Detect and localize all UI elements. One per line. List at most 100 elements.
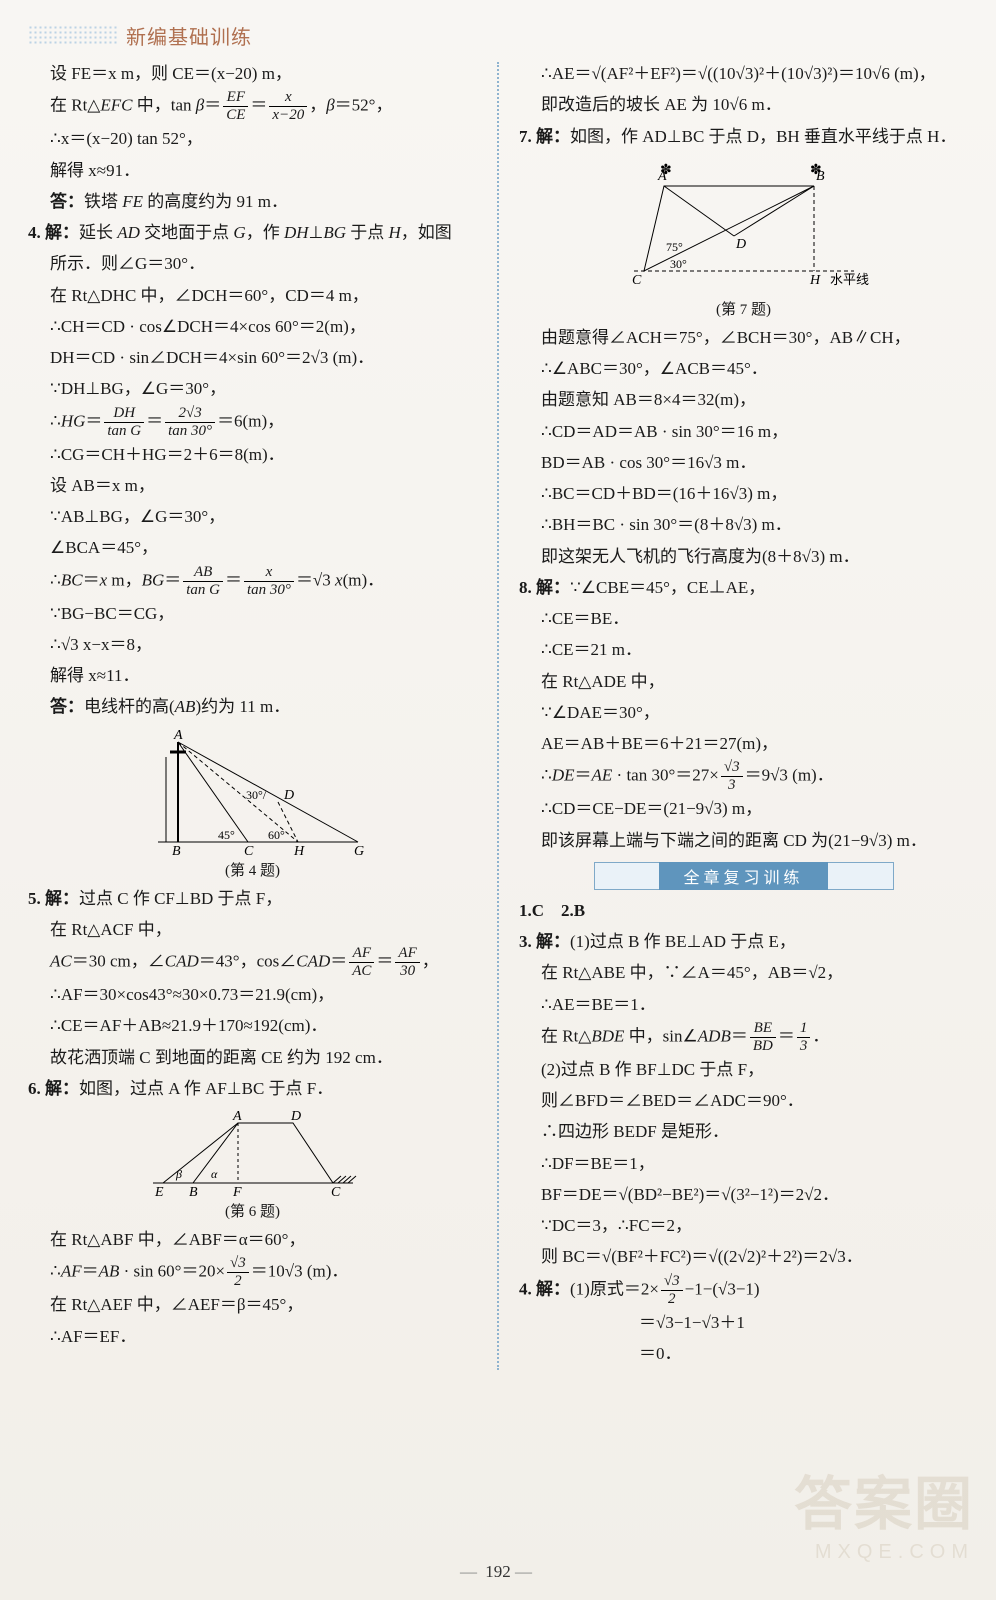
columns: 设 FE＝x m，则 CE＝(x−20) m， 在 Rt△EFC 中，tan β…: [28, 58, 968, 1370]
svg-text:D: D: [735, 237, 746, 252]
text-line: 在 Rt△BDE 中，sin∠ADB＝BEBD＝13．: [519, 1021, 968, 1054]
svg-text:D: D: [283, 788, 294, 803]
text-line: ∴CG＝CH＋HG＝2＋6＝8(m)．: [28, 440, 477, 470]
text-line: 故花洒顶端 C 到地面的距离 CE 约为 192 cm．: [28, 1043, 477, 1073]
svg-text:H: H: [809, 273, 821, 288]
svg-text:✽: ✽: [660, 163, 672, 178]
svg-text:C: C: [244, 844, 254, 857]
svg-text:α: α: [211, 1167, 218, 1181]
book-title: 新编基础训练: [126, 21, 252, 50]
text-line: 则 BC＝√(BF²＋FC²)＝√((2√2)²＋2²)＝2√3．: [519, 1242, 968, 1272]
svg-text:F: F: [232, 1185, 242, 1198]
watermark: 答案圈 MXQE.COM: [794, 1457, 974, 1564]
svg-text:30°/: 30°/: [246, 788, 267, 802]
text-line: 由题意知 AB＝8×4＝32(m)，: [519, 385, 968, 415]
page-number: — 192 —: [0, 1562, 996, 1582]
figure-caption: (第 7 题): [716, 298, 771, 319]
text-line: ∵BG−BC＝CG，: [28, 599, 477, 629]
text-line: 设 FE＝x m，则 CE＝(x−20) m，: [28, 59, 477, 89]
text-line: 在 Rt△DHC 中，∠DCH＝60°，CD＝4 m，: [28, 281, 477, 311]
text-line: ∴x＝(x−20) tan 52°，: [28, 124, 477, 154]
q6-head: 6. 解：如图，过点 A 作 AF⊥BC 于点 F．: [28, 1074, 477, 1104]
svg-text:E: E: [154, 1185, 164, 1198]
column-divider: [497, 62, 499, 1370]
text-line: 即改造后的坡长 AE 为 10√6 m．: [519, 90, 968, 120]
text-line: ∴CD＝AD＝AB · sin 30°＝16 m，: [519, 417, 968, 447]
text-line: ∴BH＝BC · sin 30°＝(8＋8√3) m．: [519, 510, 968, 540]
text-line: 所示．则∠G＝30°．: [28, 249, 477, 279]
text-line: AE＝AB＋BE＝6＋21＝27(m)，: [519, 729, 968, 759]
svg-text:60°: 60°: [268, 828, 285, 842]
text-line: 由题意得∠ACH＝75°，∠BCH＝30°，AB∥CH，: [519, 323, 968, 353]
page: 新编基础训练 设 FE＝x m，则 CE＝(x−20) m， 在 Rt△EFC …: [0, 0, 996, 1600]
text-line: ∴CE＝21 m．: [519, 635, 968, 665]
text-line: 设 AB＝x m，: [28, 471, 477, 501]
text-line: 则∠BFD＝∠BED＝∠ADC＝90°．: [519, 1086, 968, 1116]
text-line: 在 Rt△EFC 中，tan β＝EFCE＝xx−20，β＝52°，: [28, 90, 477, 123]
right-column: ∴AE＝√(AF²＋EF²)＝√((10√3)²＋(10√3)²)＝10√6 (…: [519, 58, 968, 1370]
figure-caption: (第 4 题): [225, 859, 280, 880]
text-line: ∴AF＝30×cos43°≈30×0.73＝21.9(cm)，: [28, 980, 477, 1010]
svg-text:H: H: [293, 844, 305, 857]
section-title: 全章复习训练: [659, 862, 827, 890]
text-line: 答：电线杆的高(AB)约为 11 m．: [28, 692, 477, 722]
q4-diagram: A B C H G D 30°/ 45° 60°: [128, 727, 378, 857]
q8-head: 8. 解：∵∠CBE＝45°，CE⊥AE，: [519, 573, 968, 603]
text-line: ∴AE＝BE＝1．: [519, 990, 968, 1020]
text-line: 答：铁塔 FE 的高度约为 91 m．: [28, 187, 477, 217]
text-line: 即该屏幕上端与下端之间的距离 CD 为(21−9√3) m．: [519, 826, 968, 856]
header-ornament: [28, 25, 118, 45]
svg-text:β: β: [175, 1167, 182, 1181]
text-line: ∴BC＝x m，BG＝ABtan G＝xtan 30°＝√3 x(m)．: [28, 565, 477, 598]
text-line: ∴CD＝CE−DE＝(21−9√3) m，: [519, 794, 968, 824]
text-line: ∴AF＝EF．: [28, 1322, 477, 1352]
text-line: ∴DE＝AE · tan 30°＝27×√33＝9√3 (m)．: [519, 760, 968, 793]
q4b-head: 4. 解：(1)原式＝2×√32−1−(√3−1): [519, 1274, 968, 1307]
text-line: 在 Rt△ACF 中，: [28, 915, 477, 945]
text-line: ∴BC＝CD＋BD＝(16＋16√3) m，: [519, 479, 968, 509]
text-line: ∵AB⊥BG，∠G＝30°，: [28, 502, 477, 532]
text-line: ∴∠ABC＝30°，∠ACB＝45°．: [519, 354, 968, 384]
svg-text:75°: 75°: [666, 240, 683, 254]
text-line: 解得 x≈11．: [28, 661, 477, 691]
text-line: ＝0．: [519, 1339, 968, 1369]
text-line: (2)过点 B 作 BF⊥DC 于点 F，: [519, 1055, 968, 1085]
svg-text:30°: 30°: [670, 257, 687, 271]
svg-text:A: A: [173, 728, 183, 743]
text-line: ∴CE＝BE．: [519, 604, 968, 634]
text-line: 即这架无人飞机的飞行高度为(8＋8√3) m．: [519, 542, 968, 572]
page-header: 新编基础训练: [28, 18, 968, 52]
q7-head: 7. 解：如图，作 AD⊥BC 于点 D，BH 垂直水平线于点 H．: [519, 122, 968, 152]
figure-q7: A B C D H 75° 30° 水平线 ✽ ✽ (第 7 题): [519, 156, 968, 319]
text-line: DH＝CD · sin∠DCH＝4×sin 60°＝2√3 (m)．: [28, 343, 477, 373]
svg-text:G: G: [354, 844, 364, 857]
svg-text:水平线: 水平线: [830, 272, 869, 287]
text-line: ∵DC＝3，∴FC＝2，: [519, 1211, 968, 1241]
svg-text:B: B: [172, 844, 181, 857]
q6-diagram: A D E B F C α β: [133, 1108, 373, 1198]
q4-head: 4. 解：延长 AD 交地面于点 G，作 DH⊥BG 于点 H，如图: [28, 218, 477, 248]
svg-text:C: C: [331, 1185, 341, 1198]
svg-text:✽: ✽: [810, 163, 822, 178]
text-line: ∴CE＝AF＋AB≈21.9＋170≈192(cm)．: [28, 1011, 477, 1041]
text-line: ∴AE＝√(AF²＋EF²)＝√((10√3)²＋(10√3)²)＝10√6 (…: [519, 59, 968, 89]
text-line: ∴四边形 BEDF 是矩形．: [519, 1117, 968, 1147]
text-line: BF＝DE＝√(BD²−BE²)＝√(3²−1²)＝2√2．: [519, 1180, 968, 1210]
svg-text:B: B: [189, 1185, 198, 1198]
text-line: 在 Rt△ABF 中，∠ABF＝α＝60°，: [28, 1225, 477, 1255]
text-line: 解得 x≈91．: [28, 156, 477, 186]
text-line: ∵DH⊥BG，∠G＝30°，: [28, 374, 477, 404]
review-answers: 1.C 2.B: [519, 896, 968, 926]
figure-caption: (第 6 题): [225, 1200, 280, 1221]
q5-head: 5. 解：过点 C 作 CF⊥BD 于点 F，: [28, 884, 477, 914]
text-line: 在 Rt△ABE 中，∵∠A＝45°，AB＝√2，: [519, 958, 968, 988]
text-line: 在 Rt△ADE 中，: [519, 667, 968, 697]
text-line: AC＝30 cm，∠CAD＝43°，cos∠CAD＝AFAC＝AF30，: [28, 946, 477, 979]
text-line: ∴CH＝CD · cos∠DCH＝4×cos 60°＝2(m)，: [28, 312, 477, 342]
text-line: ∠BCA＝45°，: [28, 533, 477, 563]
left-column: 设 FE＝x m，则 CE＝(x−20) m， 在 Rt△EFC 中，tan β…: [28, 58, 477, 1370]
svg-text:C: C: [632, 273, 642, 288]
figure-q6: A D E B F C α β (第 6 题): [28, 1108, 477, 1221]
watermark-text: 答案圈: [794, 1457, 974, 1541]
text-line: ∴√3 x−x＝8，: [28, 630, 477, 660]
